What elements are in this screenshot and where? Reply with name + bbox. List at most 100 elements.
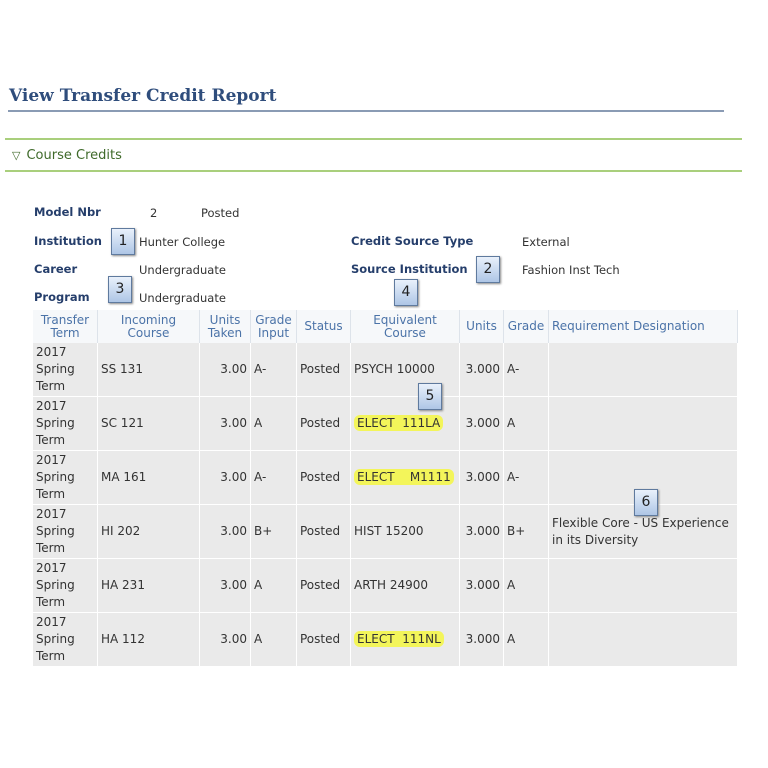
units-taken-text: 3.00 [220, 362, 247, 376]
units-taken-text: 3.00 [220, 470, 247, 484]
cell-units: 3.000 [459, 558, 504, 613]
cell-units: 3.000 [459, 343, 504, 397]
program-label: Program [34, 290, 90, 304]
status-text: Posted [300, 470, 341, 484]
cell-status: Posted [296, 612, 351, 667]
units-text: 3.000 [465, 362, 500, 376]
program-value: Undergraduate [139, 291, 226, 305]
callout-1: 1 [111, 228, 135, 255]
model-nbr-label: Model Nbr [34, 205, 101, 219]
callout-4: 4 [394, 279, 418, 306]
cell-status: Posted [296, 343, 351, 397]
credit-source-type-label: Credit Source Type [351, 234, 474, 248]
cell-units-taken: 3.00 [199, 450, 251, 505]
cell-grade-input: A- [250, 343, 297, 397]
cell-equivalent-course: HIST 15200 [350, 504, 460, 559]
title-divider [8, 110, 724, 112]
cell-units: 3.000 [459, 612, 504, 667]
section-header-course-credits[interactable]: ▽ Course Credits [12, 148, 122, 163]
cell-units: 3.000 [459, 396, 504, 451]
transfer-term-text: 2017 Spring Term [36, 345, 75, 393]
cell-requirement-designation: Flexible Core - US Experience in its Div… [548, 504, 738, 559]
cell-transfer-term: 2017 Spring Term [33, 612, 98, 667]
section-divider-top [5, 138, 742, 140]
course-credits-table: Transfer Term Incoming Course Units Take… [33, 310, 738, 667]
grade-text: A- [507, 470, 520, 484]
cell-grade: A [503, 396, 549, 451]
cell-equivalent-course: PSYCH 10000 [350, 343, 460, 397]
cell-incoming-course: SC 121 [97, 396, 200, 451]
callout-5: 5 [418, 383, 442, 410]
incoming-course-text: MA 161 [101, 470, 147, 484]
cell-incoming-course: SS 131 [97, 343, 200, 397]
model-nbr-value: 2 [150, 206, 158, 220]
cell-grade-input: B+ [250, 504, 297, 559]
incoming-course-text: SS 131 [101, 362, 143, 376]
cell-grade-input: A [250, 612, 297, 667]
units-text: 3.000 [465, 632, 500, 646]
cell-units-taken: 3.00 [199, 396, 251, 451]
cell-status: Posted [296, 396, 351, 451]
cell-transfer-term: 2017 Spring Term [33, 558, 98, 613]
callout-2: 2 [476, 256, 500, 283]
credit-source-type-value: External [522, 235, 570, 249]
col-incoming-course: Incoming Course [97, 310, 200, 343]
cell-units-taken: 3.00 [199, 343, 251, 397]
units-taken-text: 3.00 [220, 416, 247, 430]
cell-requirement-designation [548, 558, 738, 613]
cell-units: 3.000 [459, 450, 504, 505]
table-row: 2017 Spring Term SC 121 3.00 A Posted ELECT 1… [33, 396, 738, 451]
units-text: 3.000 [465, 416, 500, 430]
table-row: 2017 Spring Term HA 112 3.00 A Posted ELECT 1… [33, 612, 738, 667]
cell-transfer-term: 2017 Spring Term [33, 343, 98, 397]
cell-requirement-designation [548, 612, 738, 667]
equivalent-course-text: PSYCH 10000 [354, 362, 435, 376]
cell-units-taken: 3.00 [199, 558, 251, 613]
transfer-term-text: 2017 Spring Term [36, 561, 75, 609]
transfer-term-text: 2017 Spring Term [36, 453, 75, 501]
cell-status: Posted [296, 450, 351, 505]
cell-grade: B+ [503, 504, 549, 559]
source-institution-label: Source Institution [351, 262, 468, 276]
cell-units-taken: 3.00 [199, 612, 251, 667]
transfer-term-text: 2017 Spring Term [36, 507, 75, 555]
equivalent-course-text: HIST 15200 [354, 524, 424, 538]
status-text: Posted [300, 632, 341, 646]
units-taken-text: 3.00 [220, 578, 247, 592]
col-requirement-designation: Requirement Designation [548, 310, 738, 343]
cell-grade: A [503, 612, 549, 667]
status-text: Posted [300, 362, 341, 376]
cell-grade-input: A- [250, 450, 297, 505]
cell-incoming-course: HA 231 [97, 558, 200, 613]
equivalent-course-text: ELECT M1111 [354, 469, 454, 485]
callout-6: 6 [634, 489, 658, 516]
cell-equivalent-course: ELECT M1111 [350, 450, 460, 505]
cell-grade: A- [503, 343, 549, 397]
cell-transfer-term: 2017 Spring Term [33, 450, 98, 505]
institution-label: Institution [34, 234, 102, 248]
col-status: Status [296, 310, 351, 343]
equivalent-course-text: ELECT 111LA [354, 415, 444, 431]
transfer-term-text: 2017 Spring Term [36, 615, 75, 663]
cell-grade-input: A [250, 558, 297, 613]
cell-requirement-designation [548, 343, 738, 397]
requirement-designation-text: Flexible Core - US Experience in its Div… [552, 515, 729, 547]
source-institution-value: Fashion Inst Tech [522, 263, 620, 277]
cell-requirement-designation [548, 396, 738, 451]
grade-text: B+ [507, 524, 526, 538]
cell-units: 3.000 [459, 504, 504, 559]
grade-text: A [507, 578, 516, 592]
col-units-taken: Units Taken [199, 310, 251, 343]
collapse-triangle-icon[interactable]: ▽ [12, 149, 21, 162]
incoming-course-text: HA 231 [101, 578, 145, 592]
table-row: 2017 Spring Term HA 231 3.00 A Posted ARTH 24… [33, 558, 738, 613]
table-row: 2017 Spring Term MA 161 3.00 A- Posted ELECT … [33, 450, 738, 505]
institution-value: Hunter College [139, 235, 226, 249]
status-text: Posted [300, 578, 341, 592]
grade-text: A [507, 632, 516, 646]
status-text: Posted [300, 416, 341, 430]
col-units: Units [459, 310, 504, 343]
grade-input-text: A [254, 578, 263, 592]
units-text: 3.000 [465, 578, 500, 592]
page-title: View Transfer Credit Report [9, 86, 277, 106]
